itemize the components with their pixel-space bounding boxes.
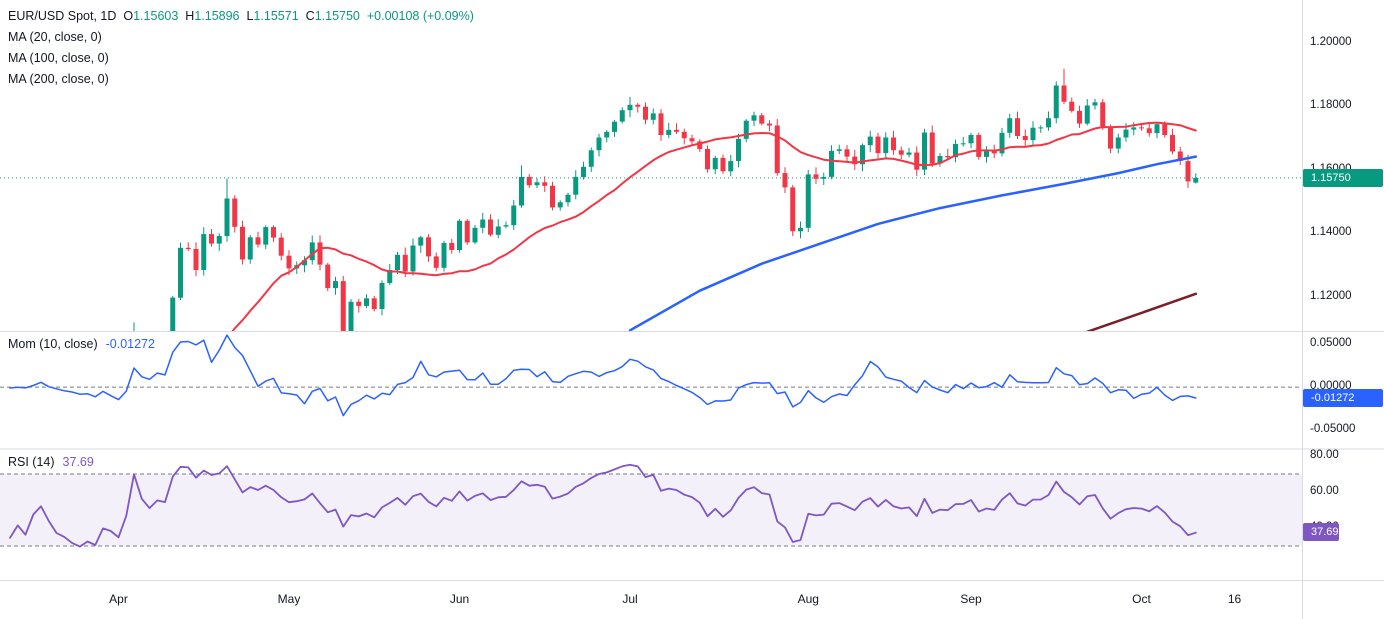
price-pane-legend: EUR/USD Spot, 1D O 1.15603 H 1.15896 L 1.15… xyxy=(8,5,474,89)
ma100-legend[interactable]: MA (100, close, 0) xyxy=(8,47,474,68)
time-axis-label: May xyxy=(277,592,301,606)
time-axis-label: 16 xyxy=(1227,592,1242,606)
high-label: H xyxy=(185,8,195,23)
price-badge: 1.15750 xyxy=(1303,168,1383,187)
time-axis-label: Oct xyxy=(1132,592,1151,606)
ma200-legend[interactable]: MA (200, close, 0) xyxy=(8,68,474,89)
ma20-legend[interactable]: MA (20, close, 0) xyxy=(8,26,474,47)
rsi-label: RSI (14) xyxy=(8,455,55,469)
rsi-layer xyxy=(0,463,1302,548)
momentum-badge: -0.01272 xyxy=(1303,389,1383,407)
open-value: 1.15603 xyxy=(133,8,179,23)
momentum-axis-label: -0.05000 xyxy=(1310,423,1356,436)
ma100-label: MA (100, close, 0) xyxy=(8,50,109,65)
rsi-legend[interactable]: RSI (14) 37.69 xyxy=(8,455,94,469)
momentum-value: -0.01272 xyxy=(105,337,155,351)
time-axis-label: Jul xyxy=(622,592,638,606)
price-axis-label: 1.14000 xyxy=(1310,226,1352,239)
ma200-label: MA (200, close, 0) xyxy=(8,71,109,86)
symbol-row[interactable]: EUR/USD Spot, 1D O 1.15603 H 1.15896 L 1.15… xyxy=(8,5,474,26)
rsi-band xyxy=(0,474,1302,547)
rsi-axis-label: 80.00 xyxy=(1310,448,1339,461)
low-label: L xyxy=(246,8,254,23)
momentum-label: Mom (10, close) xyxy=(8,337,98,351)
time-axis-label: Aug xyxy=(797,592,819,606)
price-axis[interactable]: 1.200001.180001.160001.140001.120000.050… xyxy=(1302,0,1384,580)
time-axis-label: Apr xyxy=(109,592,128,606)
rsi-line xyxy=(9,463,1197,548)
rsi-badge: 37.69 xyxy=(1303,523,1339,542)
ma100-line xyxy=(628,155,1198,331)
open-label: O xyxy=(123,8,134,23)
symbol-title: EUR/USD Spot, 1D xyxy=(8,8,117,23)
high-value: 1.15896 xyxy=(194,8,240,23)
close-label: C xyxy=(305,8,315,23)
ma20-line xyxy=(231,121,1197,331)
ma-layer xyxy=(231,121,1198,331)
candles-layer xyxy=(133,68,1199,331)
momentum-layer xyxy=(0,334,1302,417)
low-value: 1.15571 xyxy=(253,8,299,23)
momentum-legend[interactable]: Mom (10, close) -0.01272 xyxy=(8,337,155,351)
momentum-line xyxy=(9,334,1197,417)
price-axis-label: 1.20000 xyxy=(1310,35,1352,48)
ma20-label: MA (20, close, 0) xyxy=(8,29,102,44)
ma200-line xyxy=(1085,292,1198,331)
price-axis-label: 1.12000 xyxy=(1310,290,1352,302)
change-value: +0.00108 (+0.09%) xyxy=(366,8,474,23)
close-value: 1.15750 xyxy=(314,8,360,23)
time-axis-label: Jun xyxy=(449,592,470,606)
time-axis[interactable]: Apr May Jun Jul Aug Sep Oct 16 xyxy=(0,580,1384,619)
momentum-axis-label: 0.05000 xyxy=(1310,337,1352,350)
price-axis-label: 1.18000 xyxy=(1310,99,1352,112)
time-axis-label: Sep xyxy=(960,592,982,606)
rsi-value: 37.69 xyxy=(62,455,94,469)
rsi-axis-label: 60.00 xyxy=(1310,484,1339,497)
